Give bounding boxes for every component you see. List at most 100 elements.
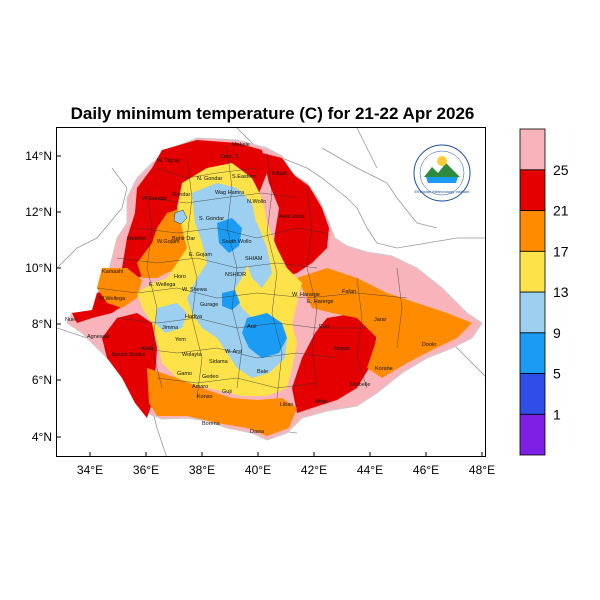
region-label: E. Wellega bbox=[149, 282, 176, 288]
region-label: SHIAM bbox=[245, 256, 263, 262]
region-label: Arsi bbox=[247, 324, 256, 330]
zone-blue-1 bbox=[217, 218, 242, 253]
colorbar-label: 17 bbox=[553, 243, 569, 259]
region-label: W. Arsi bbox=[225, 349, 242, 355]
region-label: Jimma bbox=[162, 325, 179, 331]
lon-tick-label: 36°E bbox=[133, 463, 159, 477]
lat-tick-label: 10°N bbox=[25, 261, 52, 275]
region-label: Gedeo bbox=[202, 374, 219, 380]
region-label: Dawa bbox=[250, 429, 265, 435]
region-label: Shabelle bbox=[349, 382, 370, 388]
colorbar-swatch bbox=[519, 291, 546, 334]
region-label: Nuer bbox=[65, 317, 77, 323]
lat-ticks: 14°N 12°N 10°N 8°N 6°N 4°N bbox=[25, 149, 61, 444]
lat-tick-label: 6°N bbox=[32, 373, 52, 387]
region-label: South Wollo bbox=[222, 239, 252, 245]
region-label: W. Tigray bbox=[157, 158, 180, 164]
lat-tick-label: 8°N bbox=[32, 317, 52, 331]
region-label: Yem bbox=[175, 337, 186, 343]
region-label: W. Shewa bbox=[182, 287, 208, 293]
region-label: Hadiya bbox=[185, 314, 203, 320]
region-label: Erer bbox=[319, 324, 330, 330]
colorbar-label: 9 bbox=[553, 325, 561, 341]
region-label: Nogob bbox=[334, 346, 350, 352]
zone-orange-south bbox=[147, 368, 297, 436]
lat-tick-label: 14°N bbox=[25, 149, 52, 163]
region-label: Gamo bbox=[177, 371, 192, 377]
region-label: S.Eastern bbox=[232, 174, 256, 180]
region-label: Korahe bbox=[375, 366, 393, 372]
region-label: Kilbali bbox=[272, 171, 287, 177]
zone-red-east bbox=[262, 153, 329, 278]
region-label: E. Harerge bbox=[307, 299, 334, 305]
zone-lightblue-2 bbox=[227, 198, 272, 288]
region-label: Cent. T. bbox=[220, 154, 239, 160]
lon-tick-label: 42°E bbox=[301, 463, 327, 477]
region-label: Liban bbox=[280, 402, 293, 408]
institute-logo: Ethiopian Meteorology Institute bbox=[413, 144, 471, 202]
region-label: Fafan bbox=[342, 289, 356, 295]
region-label: Borena bbox=[202, 421, 221, 427]
region-label: Agnewak bbox=[87, 334, 110, 340]
lon-ticks: 34°E 36°E 38°E 40°E 42°E 44°E 46°E 48°E bbox=[77, 452, 495, 477]
region-label: Sidama bbox=[209, 359, 229, 365]
colorbar-label: 25 bbox=[553, 162, 569, 178]
region-label: Konso bbox=[197, 394, 213, 400]
region-label: E. Gojam bbox=[189, 252, 212, 258]
colorbar-swatch bbox=[519, 128, 546, 171]
zone-orange-west bbox=[97, 268, 142, 308]
colorbar-swatch bbox=[519, 413, 546, 456]
colorbar-swatch bbox=[519, 169, 546, 211]
colorbar-label: 21 bbox=[553, 203, 569, 219]
colorbar: 25 21 17 13 9 5 1 bbox=[519, 128, 569, 456]
zone-blue-2 bbox=[242, 313, 287, 358]
colorbar-swatch bbox=[519, 210, 546, 252]
region-label: NSHIDR bbox=[225, 272, 246, 278]
admin-boundaries bbox=[96, 147, 408, 399]
region-label: Wolayta bbox=[182, 352, 203, 358]
region-label: Bale bbox=[257, 369, 268, 375]
map-canvas: Cent. T. Mekele W. Tigray N. Gondar S.Ea… bbox=[57, 128, 485, 456]
region-label: Bahir Dar bbox=[172, 236, 195, 242]
colorbar-label: 1 bbox=[553, 406, 561, 422]
region-label: S. Gondar bbox=[199, 216, 224, 222]
lon-tick-label: 34°E bbox=[77, 463, 103, 477]
zone-orange-east bbox=[297, 268, 472, 378]
lon-tick-label: 44°E bbox=[357, 463, 383, 477]
region-label: Bench Sheko bbox=[112, 352, 145, 358]
colorbar-label: 5 bbox=[553, 366, 561, 382]
region-label: Kefa bbox=[142, 346, 154, 352]
lon-tick-label: 46°E bbox=[413, 463, 439, 477]
region-label: Awsi Zone bbox=[279, 214, 305, 220]
region-label: Mekele bbox=[232, 142, 250, 148]
region-label: W.Wellega bbox=[99, 296, 126, 302]
region-label: Amaro bbox=[192, 384, 208, 390]
colorbar-swatch bbox=[519, 250, 546, 293]
lon-tick-label: 48°E bbox=[469, 463, 495, 477]
region-labels: Cent. T. Mekele W. Tigray N. Gondar S.Ea… bbox=[65, 142, 436, 435]
region-label: Wag Hamra bbox=[215, 190, 245, 196]
lat-tick-label: 12°N bbox=[25, 205, 52, 219]
zone-blue-3 bbox=[222, 290, 240, 310]
logo-text: Ethiopian Meteorology Institute bbox=[415, 189, 471, 194]
region-label: Jarar bbox=[374, 317, 387, 323]
region-label: W. Hararge bbox=[292, 292, 320, 298]
region-label: Doolo bbox=[422, 342, 436, 348]
region-label: Horo bbox=[174, 274, 186, 280]
colorbar-label: 13 bbox=[553, 284, 569, 300]
map-title: Daily minimum temperature (C) for 21-22 … bbox=[70, 104, 475, 123]
region-label: Gondar bbox=[172, 192, 191, 198]
lon-tick-label: 38°E bbox=[189, 463, 215, 477]
region-label: N. Gondar bbox=[197, 176, 223, 182]
zone-red-southwest bbox=[102, 313, 157, 418]
region-label: W Gondar bbox=[142, 196, 167, 202]
region-label: Metekel bbox=[127, 236, 146, 242]
lon-tick-label: 40°E bbox=[245, 463, 271, 477]
colorbar-swatch bbox=[519, 373, 546, 415]
lake-tana bbox=[173, 209, 188, 225]
lat-tick-label: 4°N bbox=[32, 430, 52, 444]
map-frame: Cent. T. Mekele W. Tigray N. Gondar S.Ea… bbox=[56, 127, 486, 457]
colorbar-swatch bbox=[519, 332, 546, 374]
region-label: W.Gojam bbox=[157, 239, 180, 245]
